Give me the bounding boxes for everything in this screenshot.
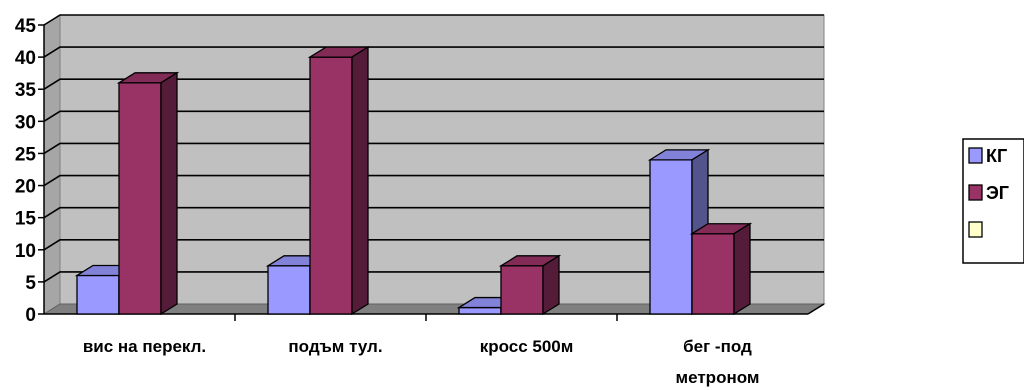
category-label: подъм тул. xyxy=(288,337,382,356)
bar-front xyxy=(309,56,353,315)
category-label-line: подъм тул. xyxy=(288,337,382,356)
y-tick-label: 20 xyxy=(15,177,36,198)
y-tick-label: 35 xyxy=(15,80,37,101)
category-labels: вис на перекл. подъм тул. кросс 500м бег -п… xyxy=(83,337,760,387)
legend-swatch xyxy=(968,184,983,201)
bar-ЭГ-3 xyxy=(689,222,753,316)
category-label: бег -под метроном xyxy=(676,337,760,387)
gridline xyxy=(43,271,824,283)
category-label-line: вис на перекл. xyxy=(83,337,206,356)
category-label-line: метроном xyxy=(676,368,760,387)
bar-front xyxy=(76,274,120,315)
legend-label: ЭГ xyxy=(986,183,1009,203)
bar-ЭГ-0 xyxy=(116,71,180,316)
side-wall xyxy=(43,14,61,315)
gridline xyxy=(43,206,824,219)
bar-front xyxy=(118,82,162,315)
bar-front xyxy=(649,159,693,315)
gridline xyxy=(43,46,824,58)
category-label-line: кросс 500м xyxy=(480,337,574,356)
bar-ЭГ-1 xyxy=(307,45,371,316)
chart-gridlines xyxy=(43,14,824,283)
bar-side xyxy=(733,222,751,316)
x-axis-end xyxy=(807,303,825,315)
bar-front xyxy=(458,306,502,315)
gridline xyxy=(43,174,824,187)
legend-swatch xyxy=(968,221,983,238)
gridline xyxy=(43,110,824,123)
bar-side xyxy=(160,71,178,316)
legend-label: КГ xyxy=(986,146,1007,166)
category-label-line: бег -под xyxy=(683,337,752,356)
y-tick-label: 45 xyxy=(15,16,37,37)
y-tick-label: 5 xyxy=(25,273,36,294)
category-label: кросс 500м xyxy=(480,337,574,356)
gridline xyxy=(43,238,824,251)
bar-side xyxy=(542,254,560,316)
bar-front xyxy=(500,265,544,315)
gridline xyxy=(43,78,824,90)
y-tick-label: 15 xyxy=(15,209,37,230)
y-tick-labels: 0 5 10 15 20 25 30 35 40 45 xyxy=(15,16,37,326)
legend: КГ ЭГ xyxy=(962,138,1024,264)
y-tick-label: 40 xyxy=(15,48,36,69)
bar-front xyxy=(267,265,311,315)
bar-side xyxy=(351,45,369,316)
y-tick-label: 30 xyxy=(15,112,36,133)
gridline xyxy=(43,14,824,26)
category-label: вис на перекл. xyxy=(83,337,206,356)
y-tick-label: 10 xyxy=(15,241,36,262)
y-tick-label: 0 xyxy=(25,305,36,326)
chart-bars xyxy=(74,45,753,316)
legend-swatch xyxy=(968,147,983,164)
bar-front xyxy=(691,233,735,315)
y-tick-label: 25 xyxy=(15,144,37,165)
gridline xyxy=(43,142,824,155)
bar-ЭГ-2 xyxy=(498,254,562,316)
